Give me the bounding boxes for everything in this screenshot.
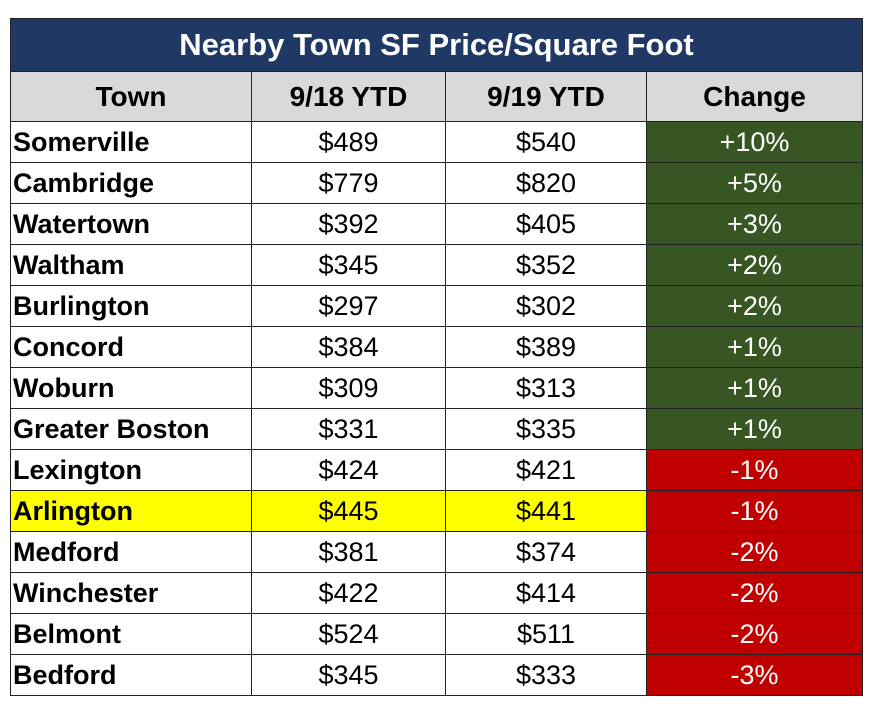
change-cell: -2% bbox=[645, 613, 864, 655]
table-row: Waltham $345 $352 +2% bbox=[10, 244, 864, 286]
price-9-18-cell: $297 bbox=[251, 285, 446, 327]
price-9-19-cell: $389 bbox=[445, 326, 647, 368]
price-9-18-cell: $422 bbox=[251, 572, 446, 614]
change-cell: +10% bbox=[645, 121, 864, 163]
change-cell: +3% bbox=[645, 203, 864, 245]
price-9-19-cell: $302 bbox=[445, 285, 647, 327]
town-cell: Somerville bbox=[10, 121, 252, 163]
table-row: Winchester $422 $414 -2% bbox=[10, 572, 864, 614]
change-cell: -1% bbox=[645, 449, 864, 491]
town-cell: Woburn bbox=[10, 367, 252, 409]
change-cell: -2% bbox=[645, 531, 864, 573]
town-cell: Watertown bbox=[10, 203, 252, 245]
price-9-19-cell: $333 bbox=[445, 654, 647, 696]
change-cell: +1% bbox=[645, 408, 864, 450]
price-9-18-cell: $489 bbox=[251, 121, 446, 163]
header-9-19-ytd: 9/19 YTD bbox=[445, 71, 647, 122]
price-9-19-cell: $421 bbox=[445, 449, 647, 491]
town-cell: Cambridge bbox=[10, 162, 252, 204]
table-row: Watertown $392 $405 +3% bbox=[10, 203, 864, 245]
table-title: Nearby Town SF Price/Square Foot bbox=[9, 18, 864, 72]
change-cell: +1% bbox=[645, 367, 864, 409]
header-change: Change bbox=[645, 71, 864, 122]
price-9-19-cell: $405 bbox=[445, 203, 647, 245]
price-9-18-cell: $445 bbox=[251, 490, 446, 532]
town-cell: Arlington bbox=[10, 490, 252, 532]
price-9-18-cell: $779 bbox=[251, 162, 446, 204]
town-cell: Winchester bbox=[10, 572, 252, 614]
price-9-19-cell: $414 bbox=[445, 572, 647, 614]
price-9-18-cell: $524 bbox=[251, 613, 446, 655]
table-row: Medford $381 $374 -2% bbox=[10, 531, 864, 573]
town-cell: Lexington bbox=[10, 449, 252, 491]
price-9-19-cell: $820 bbox=[445, 162, 647, 204]
change-cell: -2% bbox=[645, 572, 864, 614]
town-cell: Belmont bbox=[10, 613, 252, 655]
price-9-18-cell: $331 bbox=[251, 408, 446, 450]
price-table: Nearby Town SF Price/Square Foot Town 9/… bbox=[9, 18, 864, 696]
town-cell: Burlington bbox=[10, 285, 252, 327]
price-9-18-cell: $309 bbox=[251, 367, 446, 409]
price-9-18-cell: $384 bbox=[251, 326, 446, 368]
table-row: Belmont $524 $511 -2% bbox=[10, 613, 864, 655]
header-9-18-ytd: 9/18 YTD bbox=[251, 71, 446, 122]
price-9-19-cell: $374 bbox=[445, 531, 647, 573]
price-9-19-cell: $352 bbox=[445, 244, 647, 286]
table-row: Woburn $309 $313 +1% bbox=[10, 367, 864, 409]
change-cell: -1% bbox=[645, 490, 864, 532]
price-9-18-cell: $345 bbox=[251, 244, 446, 286]
table-row: Cambridge $779 $820 +5% bbox=[10, 162, 864, 204]
change-cell: +5% bbox=[645, 162, 864, 204]
town-cell: Greater Boston bbox=[10, 408, 252, 450]
price-9-18-cell: $345 bbox=[251, 654, 446, 696]
table-row: Somerville $489 $540 +10% bbox=[10, 121, 864, 163]
price-9-19-cell: $511 bbox=[445, 613, 647, 655]
town-cell: Bedford bbox=[10, 654, 252, 696]
header-town: Town bbox=[10, 71, 252, 122]
price-9-19-cell: $540 bbox=[445, 121, 647, 163]
change-cell: +2% bbox=[645, 244, 864, 286]
town-cell: Concord bbox=[10, 326, 252, 368]
price-9-19-cell: $313 bbox=[445, 367, 647, 409]
table-row: Lexington $424 $421 -1% bbox=[10, 449, 864, 491]
price-9-18-cell: $392 bbox=[251, 203, 446, 245]
table-row: Bedford $345 $333 -3% bbox=[10, 654, 864, 696]
table-row: Concord $384 $389 +1% bbox=[10, 326, 864, 368]
price-9-19-cell: $335 bbox=[445, 408, 647, 450]
town-cell: Medford bbox=[10, 531, 252, 573]
change-cell: +1% bbox=[645, 326, 864, 368]
price-9-18-cell: $424 bbox=[251, 449, 446, 491]
table-row: Greater Boston $331 $335 +1% bbox=[10, 408, 864, 450]
change-cell: +2% bbox=[645, 285, 864, 327]
price-9-18-cell: $381 bbox=[251, 531, 446, 573]
town-cell: Waltham bbox=[10, 244, 252, 286]
table-row: Arlington $445 $441 -1% bbox=[10, 490, 864, 532]
table-row: Burlington $297 $302 +2% bbox=[10, 285, 864, 327]
change-cell: -3% bbox=[645, 654, 864, 696]
price-9-19-cell: $441 bbox=[445, 490, 647, 532]
